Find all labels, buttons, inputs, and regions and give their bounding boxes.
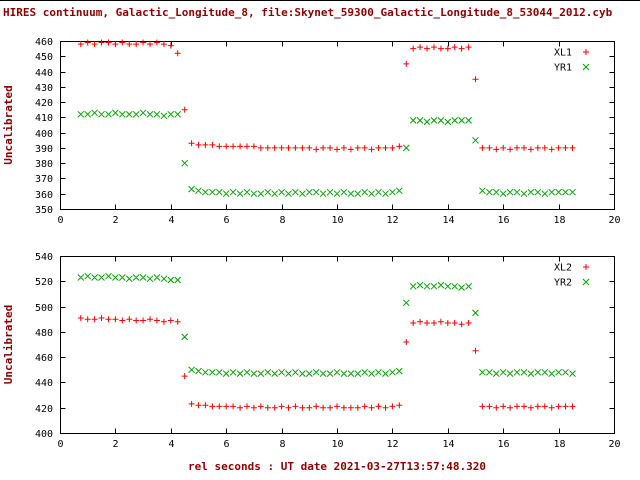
y-tick-label: 400 [35, 129, 53, 140]
series-XL1 [77, 39, 576, 153]
x-tick-label: 4 [168, 439, 174, 450]
legend-label-XL2: XL2 [554, 263, 572, 274]
x-tick-label: 4 [168, 215, 174, 226]
x-tick-label: 14 [442, 439, 454, 450]
x-axis-label: rel seconds : UT date 2021-03-27T13:57:4… [187, 460, 486, 473]
y-tick-label: 420 [35, 98, 53, 109]
y-tick-label: 370 [35, 174, 53, 185]
x-tick-label: 6 [223, 439, 229, 450]
x-tick-label: 16 [497, 439, 509, 450]
x-tick-label: 18 [553, 439, 565, 450]
x-tick-label: 14 [442, 215, 454, 226]
y-tick-label: 350 [35, 205, 53, 216]
legend-label-YR2: YR2 [554, 278, 572, 289]
x-tick-label: 8 [279, 215, 285, 226]
x-tick-label: 10 [331, 215, 343, 226]
y-tick-label: 540 [35, 252, 53, 263]
top-chart: 0 2 4 6 8 10 12 14 16 18 20 350 360 370 380 390 400 410 42… [2, 37, 621, 226]
series-YR2 [77, 272, 576, 377]
y-tick-label: 400 [35, 429, 53, 440]
x-tick-label: 20 [608, 215, 620, 226]
x-tick-label: 20 [608, 439, 620, 450]
y-axis-label: Uncalibrated [2, 305, 15, 384]
y-tick-label: 520 [35, 277, 53, 288]
x-tick-label: 16 [497, 215, 509, 226]
y-axis-label: Uncalibrated [2, 85, 15, 164]
legend-marker-XL1 [583, 49, 589, 55]
y-tick-label: 460 [35, 37, 53, 48]
x-tick-label: 12 [386, 439, 398, 450]
y-tick-label: 440 [35, 378, 53, 389]
y-tick-label: 420 [35, 404, 53, 415]
y-tick-label: 460 [35, 353, 53, 364]
bottom-chart: 0 2 4 6 8 10 12 14 16 18 20 400 420 440 460 480 500 520 54… [2, 252, 621, 450]
legend-label-YR1: YR1 [554, 63, 572, 74]
legend-label-XL1: XL1 [554, 48, 572, 59]
legend-marker-XL2 [583, 264, 589, 270]
x-tick-label: 0 [57, 439, 63, 450]
y-tick-label: 410 [35, 113, 53, 124]
x-tick-label: 18 [553, 215, 565, 226]
legend-marker-YR2 [582, 278, 590, 286]
y-tick-label: 380 [35, 159, 53, 170]
legend-marker-YR1 [582, 63, 590, 71]
x-tick-label: 6 [223, 215, 229, 226]
x-tick-label: 8 [279, 439, 285, 450]
x-tick-label: 12 [386, 215, 398, 226]
x-tick-label: 2 [112, 215, 118, 226]
y-tick-label: 360 [35, 190, 53, 201]
y-tick-label: 500 [35, 303, 53, 314]
y-tick-label: 440 [35, 68, 53, 79]
y-tick-label: 430 [35, 83, 53, 94]
x-tick-label: 2 [112, 439, 118, 450]
y-tick-label: 480 [35, 328, 53, 339]
chart-title: HIRES continuum, Galactic_Longitude_8, f… [3, 6, 613, 19]
series-YR1 [77, 109, 576, 198]
plot-border [60, 41, 615, 210]
y-tick-label: 450 [35, 52, 53, 63]
series-XL2 [77, 315, 576, 411]
x-tick-label: 10 [331, 439, 343, 450]
y-tick-label: 390 [35, 144, 53, 155]
x-tick-label: 0 [57, 215, 63, 226]
